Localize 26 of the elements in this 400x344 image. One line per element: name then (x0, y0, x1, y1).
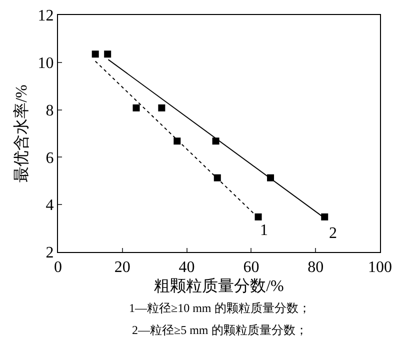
text: 2—粒径≥5 mm 的颗粒质量分数； (132, 323, 308, 337)
x-tick-label: 0 (54, 259, 62, 276)
y-tick-label: 12 (38, 8, 54, 25)
series-label: 2 (329, 225, 337, 242)
point (92, 50, 99, 58)
x-tick-label: 100 (368, 259, 392, 276)
point (174, 138, 181, 145)
y-tick-label: 10 (38, 55, 54, 72)
series-label: 1 (260, 222, 268, 239)
y-axis-title: 最优含水率/% (12, 84, 31, 182)
point (132, 104, 140, 112)
x-axis-title: 粗颗粒质量分数/% (154, 276, 284, 295)
y-tick-label: 8 (46, 102, 54, 120)
y-tick-label: 6 (46, 150, 54, 167)
x-tick-label: 80 (308, 259, 324, 276)
x-tick-label: 60 (243, 259, 260, 276)
x-tick-label: 20 (114, 259, 130, 276)
y-tick-label: 4 (46, 197, 54, 214)
text: 1—粒径≥10 mm 的颗粒质量分数； (129, 301, 310, 315)
y-tick-label: 2 (46, 244, 54, 262)
point (254, 213, 262, 220)
point (321, 213, 328, 220)
point (158, 104, 166, 112)
point (214, 174, 221, 182)
x-tick-label: 40 (178, 259, 195, 276)
point (104, 50, 112, 58)
